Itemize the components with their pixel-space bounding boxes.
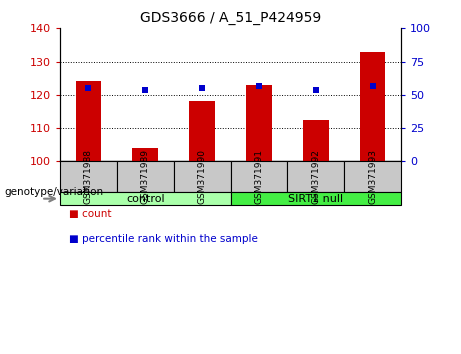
Point <box>255 84 263 89</box>
Text: GSM371991: GSM371991 <box>254 149 263 204</box>
Bar <box>344 161 401 192</box>
Point <box>369 84 376 89</box>
Bar <box>117 161 174 192</box>
Bar <box>174 161 230 192</box>
Bar <box>189 101 215 161</box>
Text: SIRT1 null: SIRT1 null <box>288 194 343 204</box>
Bar <box>230 161 287 192</box>
Bar <box>76 81 101 161</box>
Text: genotype/variation: genotype/variation <box>5 187 104 197</box>
Title: GDS3666 / A_51_P424959: GDS3666 / A_51_P424959 <box>140 11 321 24</box>
Text: GSM371988: GSM371988 <box>84 149 93 204</box>
Text: control: control <box>126 194 165 204</box>
Bar <box>60 161 117 192</box>
Text: GSM371990: GSM371990 <box>198 149 207 204</box>
Bar <box>230 192 401 205</box>
Bar <box>60 192 230 205</box>
Text: GSM371989: GSM371989 <box>141 149 150 204</box>
Text: GSM371993: GSM371993 <box>368 149 377 204</box>
Point <box>312 87 319 92</box>
Text: GSM371992: GSM371992 <box>311 149 320 204</box>
Bar <box>303 120 329 161</box>
Bar <box>360 52 385 161</box>
Bar <box>132 148 158 161</box>
Text: ■ percentile rank within the sample: ■ percentile rank within the sample <box>69 234 258 244</box>
Bar <box>246 85 272 161</box>
Text: ■ count: ■ count <box>69 209 112 219</box>
Point <box>142 87 149 92</box>
Point <box>85 85 92 91</box>
Bar <box>287 161 344 192</box>
Point <box>198 85 206 91</box>
